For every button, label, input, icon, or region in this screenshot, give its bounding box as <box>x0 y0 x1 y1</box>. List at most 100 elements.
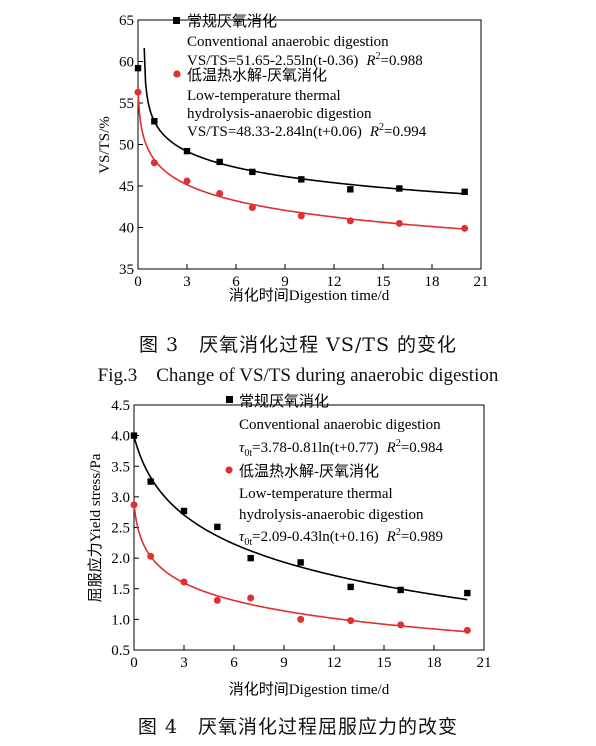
legend-series2-en-line1: Low-temperature thermal <box>239 486 393 502</box>
data-point-thermal <box>147 552 155 560</box>
equation-text: =2.09-0.43ln(t+0.16) <box>252 529 379 545</box>
y-tick-label: 2.0 <box>111 551 130 567</box>
data-point-conventional <box>249 168 256 176</box>
data-point-conventional <box>216 158 223 166</box>
y-tick-label: 35 <box>119 262 134 278</box>
data-point-conventional <box>297 559 304 566</box>
r2-symbol: R <box>386 529 396 545</box>
x-tick-label: 12 <box>327 274 342 290</box>
r2-value: =0.994 <box>384 124 427 140</box>
legend-series1-equation: τ0t=3.78-0.81ln(t+0.77) R2=0.984 <box>239 438 444 459</box>
r2-value: =0.988 <box>381 53 423 69</box>
x-tick-label: 15 <box>376 274 391 290</box>
legend-series2-en-line2: hydrolysis-anaerobic digestion <box>187 106 372 122</box>
x-tick-label: 15 <box>377 655 392 671</box>
legend-series1-en: Conventional anaerobic digestion <box>239 417 441 433</box>
r2-superscript: 2 <box>379 122 384 133</box>
data-point-conventional <box>134 64 142 72</box>
data-point-thermal <box>461 224 469 232</box>
y-tick-label: 1.5 <box>111 582 130 598</box>
legend-series2-equation: VS/TS=48.33-2.84ln(t+0.06) R2=0.994 <box>187 122 427 140</box>
legend-series1-equation: VS/TS=51.65-2.55ln(t-0.36) R2=0.988 <box>187 51 423 69</box>
x-tick-label: 6 <box>232 274 240 290</box>
legend-marker-thermal <box>173 70 181 78</box>
data-points <box>130 432 471 634</box>
y-tick-label: 55 <box>119 96 134 112</box>
legend: 常规厌氧消化 Conventional anaerobic digestion … <box>173 13 427 140</box>
legend-series1-cn: 常规厌氧消化 <box>239 393 329 410</box>
r2-value: =0.989 <box>401 529 443 545</box>
data-points <box>134 64 469 232</box>
data-point-conventional <box>180 507 188 515</box>
y-tick-label: 65 <box>119 13 134 29</box>
legend-series1-cn: 常规厌氧消化 <box>187 13 277 30</box>
x-tick-label: 6 <box>230 655 238 671</box>
data-point-thermal <box>247 594 255 602</box>
y-tick-label: 4.5 <box>111 398 130 414</box>
r2-symbol: R <box>369 124 379 140</box>
y-tick-label: 2.5 <box>111 521 130 537</box>
data-point-conventional <box>461 188 468 196</box>
data-point-conventional <box>247 554 254 562</box>
figure-4-caption-cn: 图 4 厌氧消化过程屈服应力的改变 <box>137 716 459 738</box>
x-tick-label: 0 <box>130 655 138 671</box>
legend-marker-conventional <box>226 396 233 403</box>
figure-3-caption-en: Fig.3 Change of VS/TS during anaerobic d… <box>97 365 499 386</box>
data-point-conventional <box>464 589 471 597</box>
data-point-thermal <box>180 578 188 586</box>
r2-symbol: R <box>365 53 375 69</box>
vs-ts-chart: 0 3 6 9 12 15 18 21 35 40 45 50 55 60 65 VS/TS/% 消化时间D… <box>97 13 489 304</box>
data-point-thermal <box>347 617 355 625</box>
data-point-thermal <box>130 501 138 509</box>
data-point-thermal <box>248 204 256 212</box>
y-tick-label: 1.0 <box>111 612 130 628</box>
r2-superscript: 2 <box>396 438 401 449</box>
x-tick-label: 9 <box>281 274 289 290</box>
tau-symbol: τ <box>239 529 245 545</box>
tau-subscript: 0t <box>244 537 252 548</box>
equation-text: VS/TS=51.65-2.55ln(t-0.36) <box>187 53 358 69</box>
r2-superscript: 2 <box>396 527 401 538</box>
y-tick-label: 60 <box>119 55 134 71</box>
x-tick-label: 12 <box>327 655 342 671</box>
legend-series2-cn: 低温热水解-厌氧消化 <box>239 463 379 480</box>
data-point-conventional <box>396 185 403 192</box>
legend-marker-thermal <box>225 466 233 474</box>
equation-text: VS/TS=48.33-2.84ln(t+0.06) <box>187 124 362 140</box>
x-axis-label: 消化时间Digestion time/d <box>229 681 390 698</box>
x-axis-label: 消化时间Digestion time/d <box>229 287 390 304</box>
x-tick-label: 18 <box>427 655 442 671</box>
x-tick-label: 0 <box>134 274 142 290</box>
fit-curve-2 <box>133 504 468 633</box>
r2-superscript: 2 <box>376 51 381 62</box>
data-point-conventional <box>298 176 305 183</box>
legend-marker-conventional <box>173 17 180 24</box>
legend: 常规厌氧消化 Conventional anaerobic digestion … <box>225 393 444 548</box>
data-point-thermal <box>395 219 403 227</box>
data-point-thermal <box>463 626 471 634</box>
data-point-conventional <box>397 586 404 594</box>
y-tick-label: 0.5 <box>111 643 130 659</box>
data-point-thermal <box>297 212 305 220</box>
x-tick-label: 9 <box>280 655 288 671</box>
yield-stress-chart: 0 3 6 9 12 15 18 210.51.01.52.02.53.03.54.04.5 … <box>86 393 492 698</box>
x-tick-label: 21 <box>477 655 492 671</box>
data-point-conventional <box>151 118 158 125</box>
y-tick-label: 45 <box>119 179 134 195</box>
data-point-conventional <box>147 478 154 485</box>
x-tick-label: 3 <box>183 274 191 290</box>
data-point-thermal <box>297 615 305 623</box>
data-point-thermal <box>150 159 158 167</box>
equation-text: =3.78-0.81ln(t+0.77) <box>252 440 379 456</box>
figure-3-caption-cn: 图 3 厌氧消化过程 VS/TS 的变化 <box>138 334 458 356</box>
y-tick-label: 50 <box>119 138 134 154</box>
data-point-thermal <box>183 177 191 185</box>
x-tick-label: 18 <box>425 274 440 290</box>
fit-curve-1 <box>133 435 468 601</box>
data-point-conventional <box>347 583 354 591</box>
y-tick-label: 40 <box>119 221 134 237</box>
legend-series2-en-line2: hydrolysis-anaerobic digestion <box>239 507 424 523</box>
y-tick-label: 4.0 <box>111 429 130 445</box>
legend-series2-equation: τ0t=2.09-0.43ln(t+0.16) R2=0.989 <box>239 527 443 548</box>
r2-symbol: R <box>386 440 396 456</box>
